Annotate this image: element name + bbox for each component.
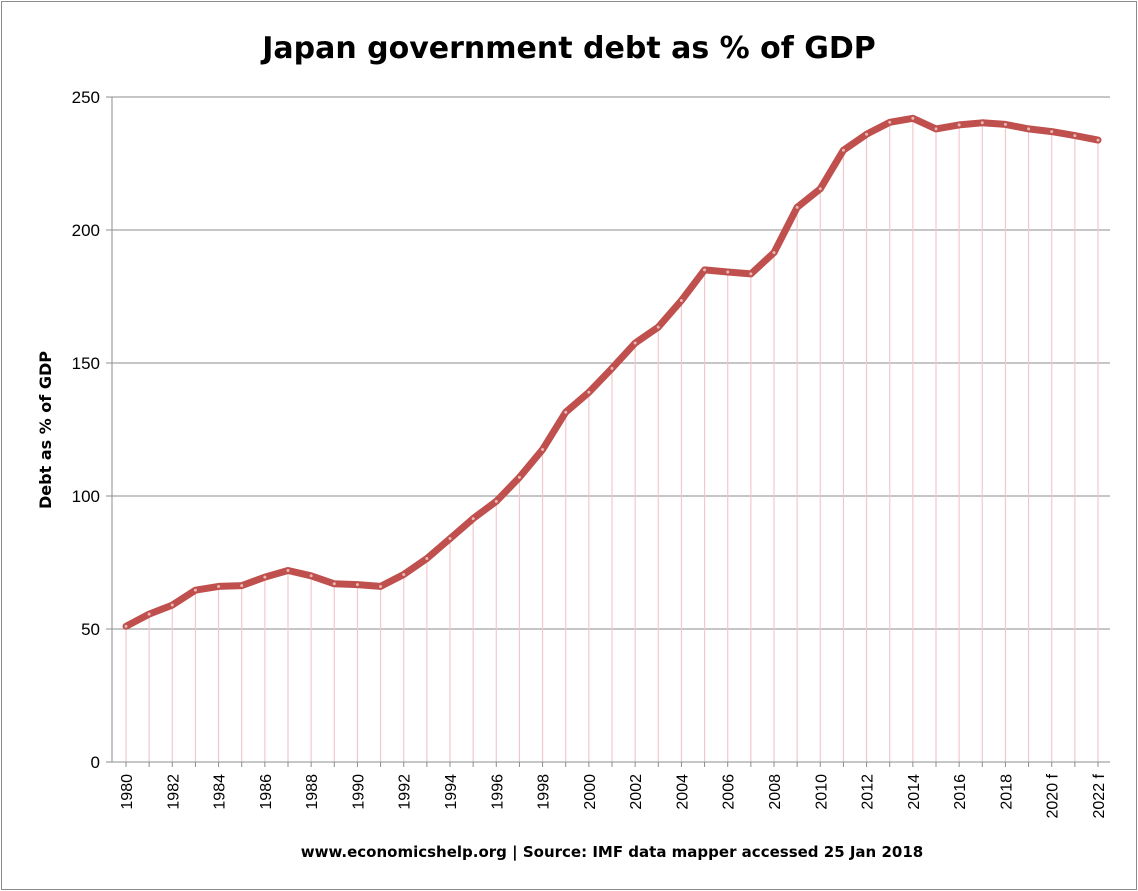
x-tick-label: 1990 [350,774,367,810]
x-tick-label: 1988 [304,774,321,810]
x-tick-label: 2020 f [1045,773,1062,818]
x-tick-label: 1984 [212,774,229,810]
data-point [888,120,892,124]
data-point [795,205,799,209]
x-tick-label: 2000 [582,774,599,810]
data-point [193,588,197,592]
data-point [147,612,151,616]
data-point [749,272,753,276]
data-point [911,116,915,120]
chart-title: Japan government debt as % of GDP [260,31,876,66]
data-point [818,187,822,191]
data-point [240,584,244,588]
data-point [471,517,475,521]
data-point [402,572,406,576]
data-point [494,499,498,503]
data-point [587,390,591,394]
source-note: www.economicshelp.org | Source: IMF data… [301,843,923,862]
x-tick-label: 2008 [767,774,784,810]
data-point [633,341,637,345]
x-tick-label: 2016 [952,774,969,810]
axes [106,96,1110,767]
data-point [865,132,869,136]
y-tick-label: 100 [72,487,100,506]
data-point [703,268,707,272]
data-point [980,121,984,125]
series-group [122,114,1102,630]
data-point [1003,122,1007,126]
y-tick-label: 250 [72,88,100,107]
x-tick-label: 2004 [674,774,691,810]
x-tick-label: 1998 [536,774,553,810]
data-point [726,270,730,274]
data-point [425,557,429,561]
x-tick-label: 2022 f [1091,773,1108,818]
data-point [170,603,174,607]
y-axis-label: Debt as % of GDP [36,351,55,509]
data-point [355,583,359,587]
data-point [448,537,452,541]
x-tick-label: 1992 [397,774,414,810]
x-tick-labels: 1980 1982 1984 1986 1988 1990 1992 1994 1996 1998… [119,773,1108,818]
y-tick-labels: 0 50 100 150 200 250 [72,88,100,772]
x-tick-label: 2006 [721,774,738,810]
x-tick-label: 1996 [489,774,506,810]
data-point [1050,130,1054,134]
drop-lines [125,118,1099,762]
y-tick-label: 200 [72,221,100,240]
data-point [1073,134,1077,138]
x-tick-label: 2012 [860,774,877,810]
data-point [564,410,568,414]
data-point [772,251,776,255]
data-point [934,127,938,131]
x-tick-label: 2010 [813,774,830,810]
data-point [541,447,545,451]
data-point [379,584,383,588]
y-tick-label: 50 [81,620,100,639]
x-tick-label: 1986 [258,774,275,810]
data-point [309,574,313,578]
data-point [217,584,221,588]
data-point [286,568,290,572]
data-point [656,325,660,329]
gridlines [112,96,1110,630]
x-tick-label: 2014 [906,774,923,810]
data-point [124,624,128,628]
data-point [517,475,521,479]
y-tick-label: 150 [72,354,100,373]
x-tick-label: 2018 [998,774,1015,810]
x-tick-label: 1980 [119,774,136,810]
x-tick-label: 1994 [443,774,460,810]
data-point [263,575,267,579]
data-point [332,582,336,586]
data-point [841,148,845,152]
data-point [1096,138,1100,142]
x-tick-label: 2002 [628,774,645,810]
data-point [1027,127,1031,131]
data-point [679,298,683,302]
x-tick-label: 1982 [165,774,182,810]
y-tick-label: 0 [91,753,100,772]
data-point [610,366,614,370]
data-point [957,123,961,127]
